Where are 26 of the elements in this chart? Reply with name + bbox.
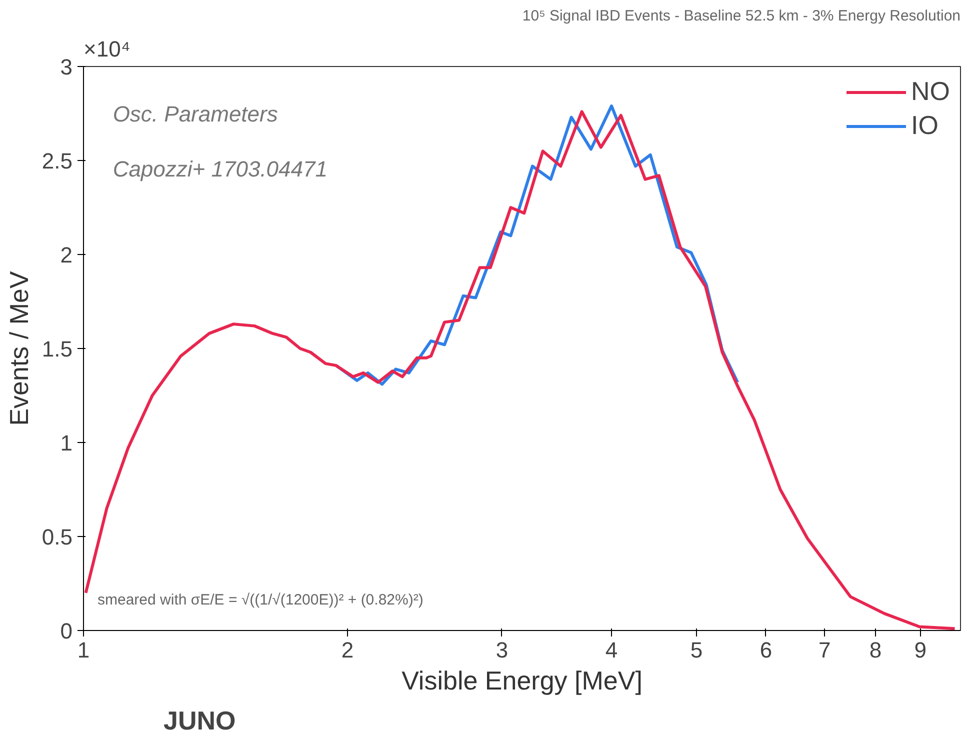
text: ×10⁴ (84, 36, 130, 62)
x-tick-label: 2 (341, 638, 354, 662)
y-tick-label: 2 (60, 242, 73, 268)
y-tick-label: 1 (60, 430, 73, 456)
y-tick-label: 0 (60, 618, 73, 644)
y-axis-title: Events / MeV (4, 270, 34, 426)
x-tick-label: 7 (818, 638, 831, 662)
x-tick-label: 1 (77, 638, 90, 662)
x-tick-label: 6 (760, 638, 772, 662)
annotation: Capozzi+ 1703.04471 (112, 156, 328, 182)
legend-label: IO (911, 110, 938, 141)
y-tick-label: 1.5 (42, 336, 73, 362)
x-tick-label: 8 (869, 638, 882, 662)
text: JUNO (164, 706, 236, 736)
annotation: Osc. Parameters (112, 102, 278, 126)
chart-title: 10⁵ Signal IBD Events - Baseline 52.5 km - 3% Energy Resolution (522, 8, 961, 24)
y-tick-label: 3 (60, 54, 73, 80)
x-axis-title: Visible Energy [MeV] (402, 666, 642, 696)
x-tick-label: 5 (690, 638, 703, 662)
legend-label: NO (911, 76, 950, 107)
y-tick-label: 0.5 (42, 524, 73, 550)
annotation: smeared with σE/E = √((1/√(1200E))² + (0.82%)²) (98, 592, 424, 608)
y-tick-label: 2.5 (42, 148, 73, 174)
x-tick-label: 3 (496, 638, 508, 662)
x-tick-label: 9 (914, 638, 927, 662)
x-tick-label: 4 (605, 638, 618, 662)
